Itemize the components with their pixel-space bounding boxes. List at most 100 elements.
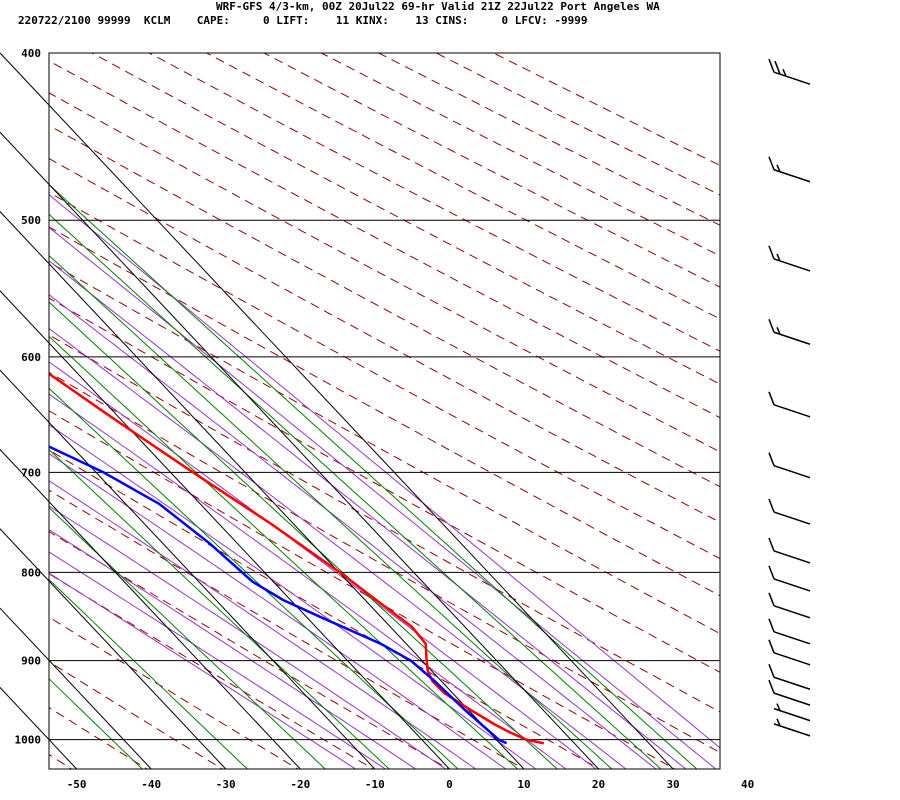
moist-adiabat-line bbox=[49, 294, 657, 769]
dry-adiabat-line bbox=[205, 53, 720, 320]
mixing-ratio-line bbox=[49, 387, 459, 769]
wind-barb-staff bbox=[773, 605, 811, 619]
dry-adiabat-line bbox=[49, 616, 299, 769]
dry-adiabat-line bbox=[49, 191, 720, 560]
x-tick-label: 0 bbox=[446, 778, 453, 791]
x-tick-label: 20 bbox=[592, 778, 605, 791]
mixing-ratio-line bbox=[49, 506, 326, 769]
dry-adiabat-line bbox=[49, 489, 526, 769]
wind-barb-flag bbox=[768, 391, 775, 406]
dry-adiabat-line bbox=[49, 92, 720, 453]
mixing-ratio-line bbox=[49, 183, 698, 769]
plot-frame bbox=[48, 52, 721, 770]
wind-barb-flag bbox=[768, 537, 775, 552]
grid-lines bbox=[0, 52, 720, 770]
isotherm-line bbox=[0, 528, 227, 770]
wind-barb-staff bbox=[773, 676, 811, 690]
moist-adiabat-line bbox=[49, 480, 477, 769]
wind-barb-flag bbox=[768, 639, 775, 654]
wind-barb-staff bbox=[773, 578, 811, 592]
dry-adiabat-line bbox=[49, 297, 720, 673]
dry-adiabat-line bbox=[49, 661, 224, 769]
wind-barb-half-flag bbox=[776, 253, 781, 262]
dry-adiabat-line bbox=[49, 226, 720, 597]
mixing-ratio-line bbox=[49, 578, 249, 769]
dry-adiabat-line bbox=[49, 410, 676, 769]
x-tick-label: 40 bbox=[741, 778, 754, 791]
mixing-ratio-line bbox=[49, 213, 662, 769]
wind-barb-staff bbox=[773, 464, 811, 479]
background-lines bbox=[49, 53, 720, 769]
isotherm-line bbox=[0, 52, 674, 770]
wind-barb-half-flag bbox=[776, 164, 781, 173]
dry-adiabat-line bbox=[263, 53, 720, 288]
wind-barb-flag bbox=[768, 592, 775, 607]
y-tick-label: 1000 bbox=[15, 734, 42, 747]
moist-adiabat-line bbox=[49, 327, 627, 769]
moist-adiabat-line bbox=[49, 551, 387, 769]
moist-adiabat-line bbox=[49, 260, 687, 769]
moist-adiabat-line bbox=[49, 393, 567, 769]
mixing-ratio-line bbox=[49, 678, 143, 769]
wind-barb-half-flag bbox=[782, 68, 787, 77]
mixing-ratio-line bbox=[49, 254, 613, 769]
isotherm-line bbox=[0, 131, 599, 770]
dry-adiabat-line bbox=[49, 261, 720, 635]
dry-adiabat-line bbox=[49, 124, 720, 488]
isotherm-line bbox=[0, 290, 450, 770]
moist-adiabat-line bbox=[49, 529, 417, 769]
y-tick-label: 700 bbox=[21, 466, 41, 479]
dry-adiabat-line bbox=[49, 60, 720, 419]
dewpoint-line bbox=[49, 445, 508, 745]
wind-barb-flag bbox=[768, 318, 775, 333]
dry-adiabat-line bbox=[492, 53, 720, 166]
moist-adiabat-line bbox=[49, 226, 717, 769]
y-tick-label: 400 bbox=[21, 47, 41, 60]
wind-barb-flag bbox=[768, 679, 775, 694]
dry-adiabat-line bbox=[49, 449, 601, 769]
wind-barb-flag bbox=[768, 498, 775, 513]
wind-barb-flag bbox=[774, 60, 781, 75]
axis-ticks: 400 500 600 700 800 900 1000 -50 -40 -30 -20 -10 0 10… bbox=[15, 47, 755, 791]
dry-adiabat-line bbox=[90, 53, 720, 385]
wind-barbs bbox=[768, 58, 811, 737]
moist-adiabat-line bbox=[49, 453, 507, 769]
x-tick-label: 10 bbox=[517, 778, 530, 791]
temperature-line bbox=[49, 372, 545, 745]
wind-barb-flag bbox=[768, 452, 775, 466]
x-tick-label: -50 bbox=[67, 778, 87, 791]
x-tick-label: 30 bbox=[666, 778, 679, 791]
dry-adiabat-line bbox=[49, 157, 720, 523]
wind-barb-flag bbox=[768, 58, 775, 73]
mixing-ratio-line bbox=[49, 448, 390, 769]
wind-barb-staff bbox=[773, 550, 811, 564]
dry-adiabat-line bbox=[49, 334, 720, 713]
wind-barb-staff bbox=[773, 631, 811, 645]
dry-adiabat-line bbox=[49, 371, 720, 754]
isotherm-line bbox=[0, 210, 525, 770]
wind-barb-flag bbox=[768, 156, 775, 171]
wind-barb-staff bbox=[773, 652, 811, 666]
y-tick-label: 900 bbox=[21, 655, 41, 668]
wind-barb-half-flag bbox=[776, 703, 781, 711]
y-tick-label: 500 bbox=[21, 214, 41, 227]
isotherm-line bbox=[0, 607, 152, 770]
dry-adiabat-line bbox=[320, 53, 720, 257]
x-tick-label: -20 bbox=[290, 778, 310, 791]
moist-adiabat-line bbox=[49, 572, 357, 769]
moist-adiabat-line bbox=[49, 361, 597, 769]
sounding-info-line: 220722/2100 99999 KCLM CAPE: 0 LIFT: 11 … bbox=[18, 14, 588, 27]
wind-barb-half-flag bbox=[776, 718, 781, 727]
wind-barb-staff bbox=[773, 692, 811, 706]
sounding-traces bbox=[49, 372, 545, 745]
moist-adiabat-line bbox=[49, 505, 447, 769]
mixing-ratio-line bbox=[49, 301, 558, 769]
wind-barb-staff bbox=[773, 511, 811, 525]
wind-barb-staff bbox=[773, 404, 811, 418]
isotherm-line bbox=[0, 448, 301, 770]
x-tick-label: -10 bbox=[365, 778, 385, 791]
moist-adiabat-line bbox=[49, 424, 537, 769]
wind-barb-flag bbox=[768, 565, 775, 580]
isotherm-line bbox=[0, 369, 376, 770]
